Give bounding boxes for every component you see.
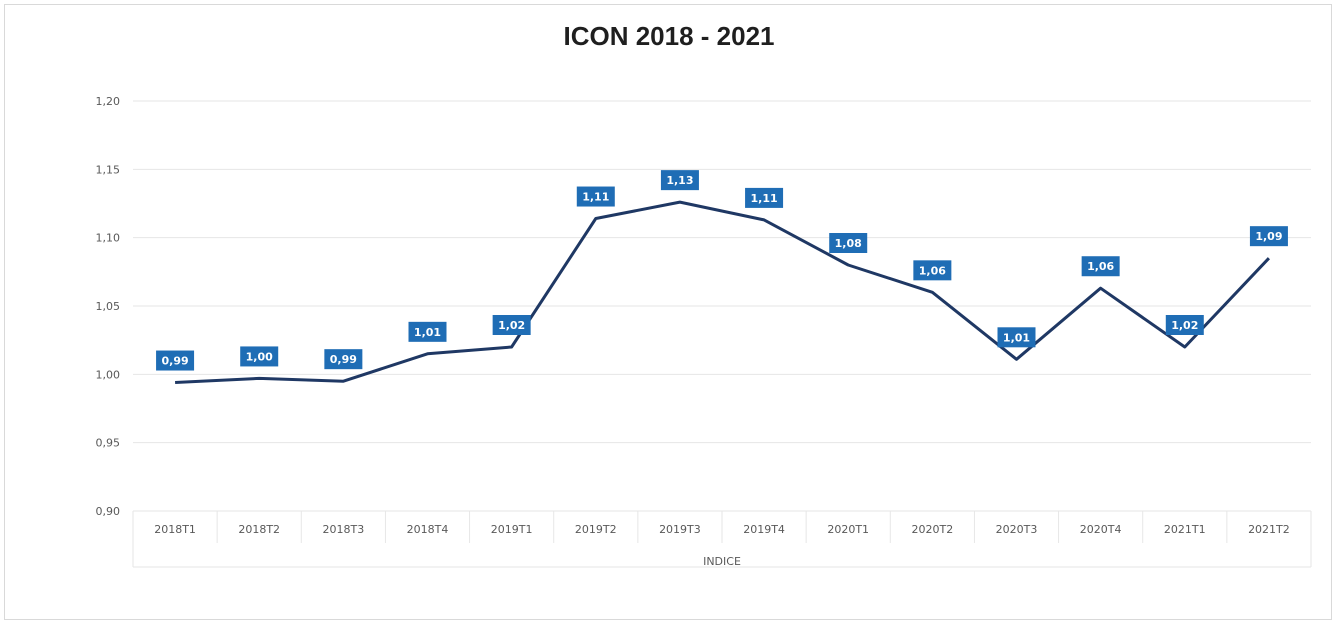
data-label-box xyxy=(408,321,447,342)
data-label-box xyxy=(913,260,952,281)
data-label-box xyxy=(576,186,615,207)
data-label: 0,99 xyxy=(156,350,195,371)
y-tick-label: 1,05 xyxy=(96,300,121,313)
data-label-box xyxy=(1081,256,1120,277)
data-label-text: 1,06 xyxy=(919,264,946,277)
gridlines xyxy=(132,100,1312,568)
y-tick-label: 1,15 xyxy=(96,163,121,176)
data-labels: 0,99 1,00 0,99 1,01 1,02 1,11 1,13 1,11 1,08 1,06… xyxy=(156,170,1288,371)
data-label-text: 1,02 xyxy=(1171,319,1198,332)
line-chart: ICON 2018 - 2021 0,90 0,95 1,00 1,05 1,10 1,1… xyxy=(96,21,1312,568)
data-label: 1,11 xyxy=(745,187,784,208)
data-label-text: 1,11 xyxy=(751,192,778,205)
data-label-box xyxy=(324,349,363,370)
data-label-box xyxy=(1249,226,1288,247)
x-tick-label: 2020T2 xyxy=(911,523,953,536)
data-label-text: 1,00 xyxy=(246,350,273,363)
y-tick-label: 1,10 xyxy=(96,232,121,245)
x-tick-label: 2020T1 xyxy=(827,523,869,536)
chart-title: ICON 2018 - 2021 xyxy=(563,21,774,51)
x-tick-label: 2018T3 xyxy=(322,523,364,536)
data-label: 0,99 xyxy=(324,349,363,370)
data-label-box xyxy=(240,346,279,367)
x-axis-ticks: 2018T1 2018T2 2018T3 2018T4 2019T1 2019T2 2019… xyxy=(154,523,1290,536)
data-label: 1,02 xyxy=(492,315,531,335)
data-label-text: 1,13 xyxy=(666,174,693,187)
data-label: 1,06 xyxy=(1081,256,1120,277)
data-label-text: 1,08 xyxy=(835,237,862,250)
x-axis-label: INDICE xyxy=(703,555,741,568)
data-label: 1,02 xyxy=(1165,315,1204,335)
x-tick-label: 2019T1 xyxy=(491,523,533,536)
y-axis-ticks: 0,90 0,95 1,00 1,05 1,10 1,15 1,20 xyxy=(96,95,121,518)
data-label: 1,13 xyxy=(660,170,699,191)
x-tick-label: 2021T2 xyxy=(1248,523,1290,536)
data-label: 1,11 xyxy=(576,186,615,207)
data-label-text: 1,01 xyxy=(414,326,441,339)
x-tick-label: 2018T1 xyxy=(154,523,196,536)
data-label-box xyxy=(829,233,868,253)
data-label: 1,01 xyxy=(997,327,1036,348)
data-label-text: 1,01 xyxy=(1003,331,1030,344)
chart-frame: ICON 2018 - 2021 0,90 0,95 1,00 1,05 1,10 1,1… xyxy=(4,4,1332,620)
data-label-text: 0,99 xyxy=(330,353,357,366)
x-tick-label: 2019T3 xyxy=(659,523,701,536)
data-label-text: 1,02 xyxy=(498,319,525,332)
data-label-box xyxy=(997,327,1036,348)
data-label-text: 0,99 xyxy=(162,355,189,368)
x-tick-label: 2021T1 xyxy=(1164,523,1206,536)
x-tick-label: 2019T2 xyxy=(575,523,617,536)
data-label: 1,01 xyxy=(408,321,447,342)
x-tick-label: 2018T2 xyxy=(238,523,280,536)
data-label: 1,08 xyxy=(829,233,868,253)
data-label-box xyxy=(156,350,195,371)
data-label-box xyxy=(660,170,699,191)
y-tick-label: 0,90 xyxy=(96,505,121,518)
data-label: 1,06 xyxy=(913,260,952,281)
data-label: 1,09 xyxy=(1249,226,1288,247)
y-tick-label: 0,95 xyxy=(96,437,121,450)
data-label-box xyxy=(745,187,784,208)
y-tick-label: 1,20 xyxy=(96,95,121,108)
data-label-box xyxy=(492,315,531,335)
data-label-text: 1,11 xyxy=(582,191,609,204)
x-tick-label: 2020T3 xyxy=(996,523,1038,536)
data-label-box xyxy=(1165,315,1204,335)
data-label: 1,00 xyxy=(240,346,279,367)
x-tick-label: 2019T4 xyxy=(743,523,785,536)
x-tick-label: 2020T4 xyxy=(1080,523,1122,536)
x-tick-label: 2018T4 xyxy=(407,523,449,536)
y-tick-label: 1,00 xyxy=(96,368,121,381)
series-line xyxy=(175,200,1270,384)
data-label-text: 1,09 xyxy=(1255,230,1282,243)
data-label-text: 1,06 xyxy=(1087,260,1114,273)
